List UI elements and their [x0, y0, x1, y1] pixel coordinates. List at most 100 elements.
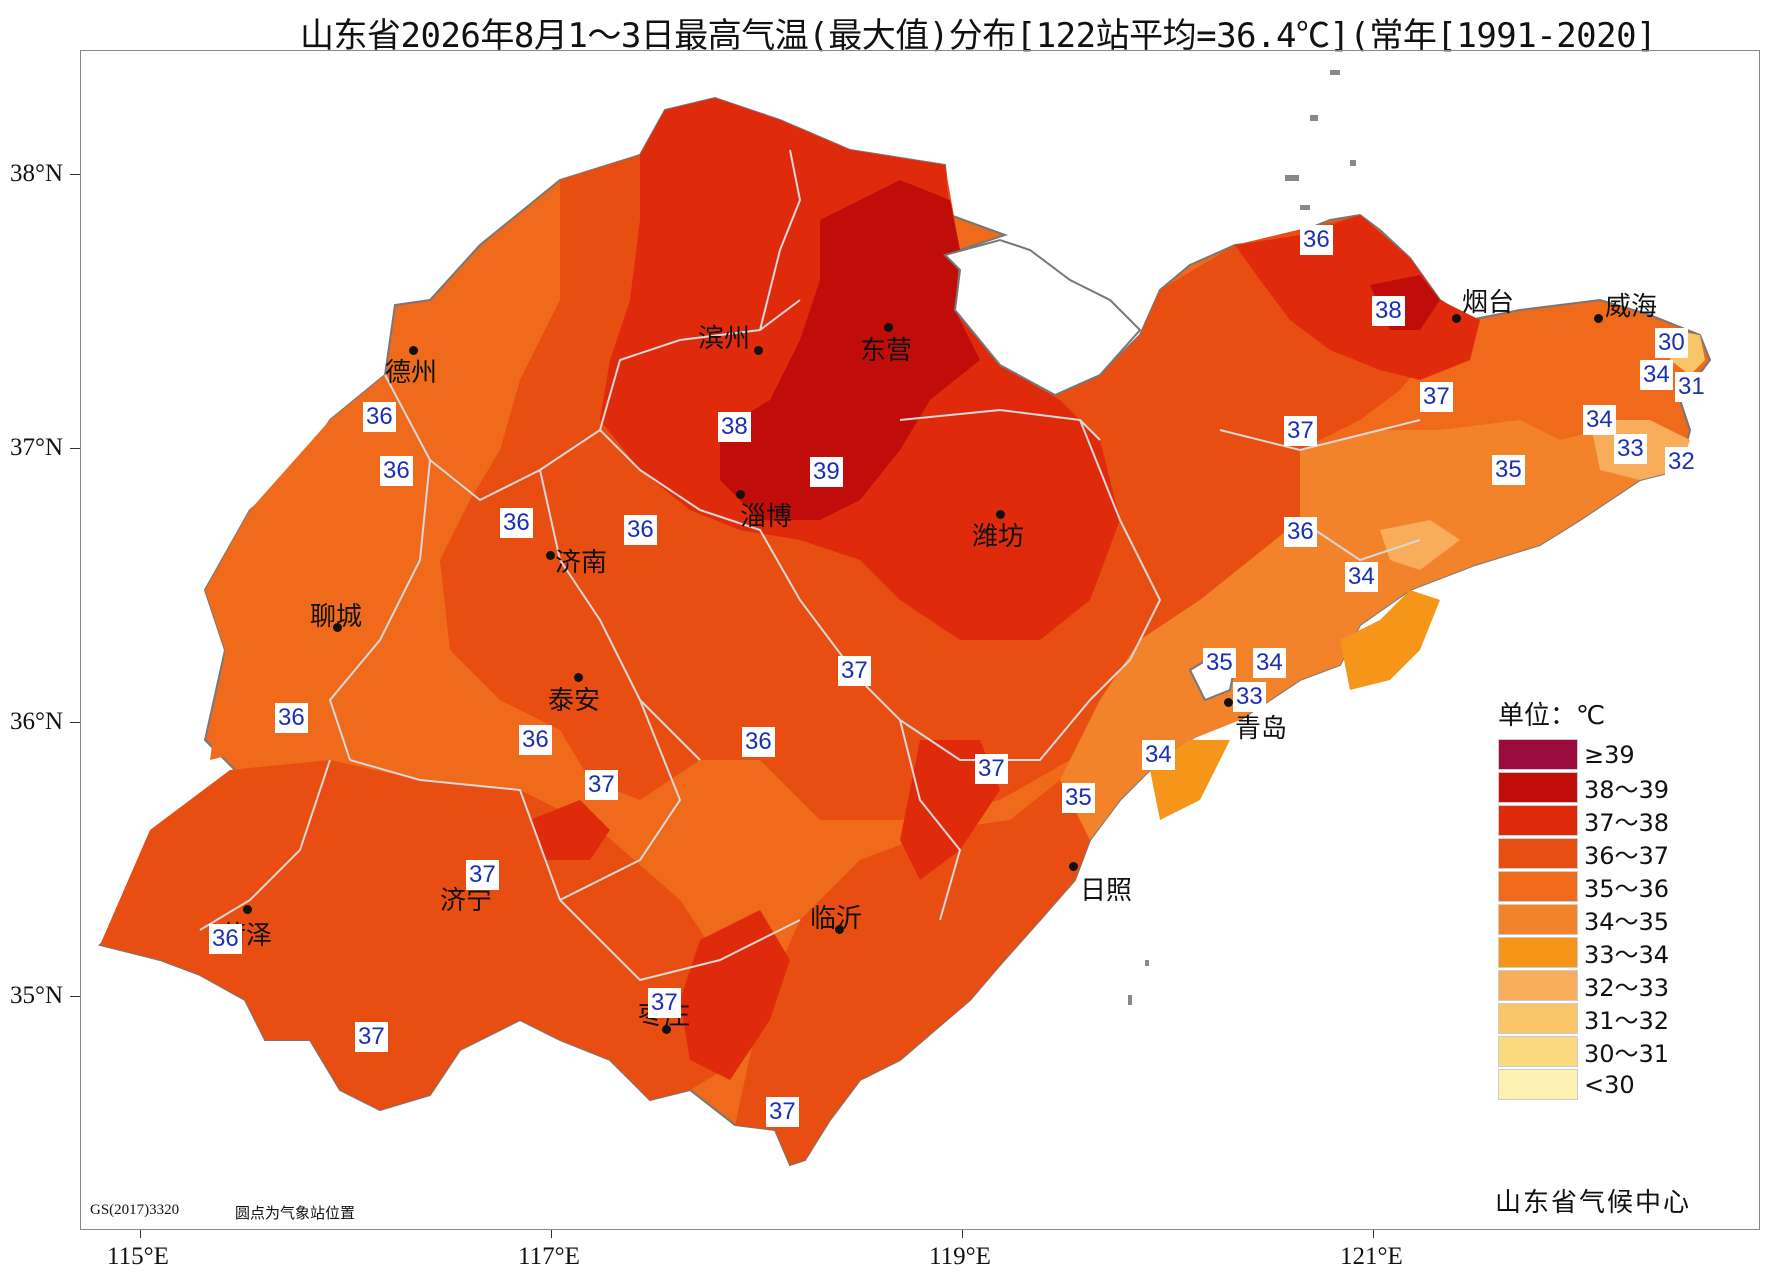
lon-tick	[962, 1230, 963, 1238]
city-label: 滨州	[698, 324, 751, 354]
station-value: 36	[1284, 517, 1317, 547]
station-value: 36	[500, 508, 533, 538]
station-value: 33	[1233, 682, 1266, 712]
legend: 单位：℃ ≥39 38～39 37～38 36～37 35～36 34～35 3…	[1498, 695, 1669, 1101]
lon-tick	[1373, 1230, 1374, 1238]
lat-label: 38°N	[10, 160, 64, 187]
city-label: 淄博	[740, 502, 793, 532]
station-note: 圆点为气象站位置	[235, 1204, 356, 1222]
city-marker	[884, 323, 893, 332]
legend-label: 36～37	[1584, 842, 1670, 870]
lon-label: 119°E	[929, 1243, 991, 1270]
station-value: 36	[363, 402, 396, 432]
legend-swatch	[1498, 937, 1578, 968]
islands	[1128, 70, 1356, 1005]
lat-label: 36°N	[10, 708, 64, 735]
legend-swatch	[1498, 838, 1578, 869]
city-marker	[333, 623, 342, 632]
lat-tick	[70, 174, 80, 175]
legend-swatch	[1498, 970, 1578, 1001]
legend-label: <30	[1584, 1070, 1635, 1099]
legend-label: 31～32	[1584, 1007, 1670, 1035]
city-marker	[1594, 314, 1603, 323]
legend-title: 单位：℃	[1498, 701, 1606, 731]
legend-label: 34～35	[1584, 908, 1670, 936]
city-label: 临沂	[810, 904, 863, 934]
city-label: 德州	[385, 358, 438, 388]
legend-label: 37～38	[1584, 809, 1670, 837]
station-value: 34	[1253, 648, 1286, 678]
city-marker	[574, 673, 583, 682]
station-value: 37	[648, 988, 681, 1018]
legend-row: 37～38	[1498, 804, 1669, 837]
city-marker	[1069, 862, 1078, 871]
station-value: 37	[766, 1097, 799, 1127]
lon-label: 121°E	[1340, 1243, 1403, 1270]
legend-row: 35～36	[1498, 870, 1669, 903]
city-label: 济南	[555, 548, 608, 578]
city-marker	[835, 925, 844, 934]
lon-label: 115°E	[107, 1243, 169, 1270]
station-value: 38	[1372, 296, 1405, 326]
city-label: 青岛	[1235, 714, 1288, 744]
station-value: 36	[275, 703, 308, 733]
station-value: 32	[1665, 447, 1698, 477]
legend-swatch	[1498, 1036, 1578, 1067]
station-value: 37	[838, 656, 871, 686]
city-marker	[1452, 314, 1461, 323]
city-marker	[546, 551, 555, 560]
prefecture-boundaries	[199, 149, 1421, 982]
legend-label: 32～33	[1584, 974, 1670, 1002]
station-value: 36	[742, 727, 775, 757]
station-value: 36	[209, 924, 242, 954]
legend-row: 38～39	[1498, 771, 1669, 804]
lat-label: 37°N	[10, 434, 64, 461]
station-value: 36	[380, 456, 413, 486]
legend-label: 35～36	[1584, 875, 1670, 903]
legend-row: 36～37	[1498, 837, 1669, 870]
lat-tick	[70, 996, 80, 997]
city-marker	[243, 905, 252, 914]
station-value: 39	[810, 457, 843, 487]
station-value: 36	[1300, 225, 1333, 255]
city-label: 日照	[1080, 876, 1133, 906]
station-value: 35	[1062, 783, 1095, 813]
legend-row: <30	[1498, 1068, 1669, 1101]
station-value: 34	[1583, 405, 1616, 435]
producer-credit: 山东省气候中心	[1495, 1188, 1692, 1218]
lat-tick	[70, 722, 80, 723]
legend-row: 33～34	[1498, 936, 1669, 969]
station-value: 33	[1614, 434, 1647, 464]
legend-swatch	[1498, 739, 1578, 770]
station-value: 36	[624, 515, 657, 545]
city-label: 聊城	[310, 602, 363, 632]
city-label: 威海	[1605, 292, 1658, 322]
station-value: 31	[1675, 372, 1708, 402]
station-value: 34	[1142, 740, 1175, 770]
city-label: 烟台	[1462, 288, 1515, 318]
legend-row: 30～31	[1498, 1035, 1669, 1068]
station-value: 35	[1203, 648, 1236, 678]
legend-row: 34～35	[1498, 903, 1669, 936]
legend-row: ≥39	[1498, 738, 1669, 771]
map-title: 山东省2026年8月1～3日最高气温(最大值)分布[122站平均=36.4℃](…	[300, 16, 1657, 56]
city-marker	[754, 346, 763, 355]
legend-label: 38～39	[1584, 776, 1670, 804]
legend-swatch	[1498, 871, 1578, 902]
station-value: 34	[1640, 360, 1673, 390]
station-value: 34	[1345, 562, 1378, 592]
city-marker	[736, 490, 745, 499]
city-label: 潍坊	[972, 522, 1025, 552]
lat-label: 35°N	[10, 982, 64, 1009]
city-marker	[662, 1025, 671, 1034]
map-approval-code: GS(2017)3320	[90, 1202, 180, 1218]
legend-label: 33～34	[1584, 941, 1670, 969]
station-value: 37	[1284, 416, 1317, 446]
station-value: 37	[466, 860, 499, 890]
city-marker	[996, 510, 1005, 519]
station-value: 37	[975, 754, 1008, 784]
lat-tick	[70, 448, 80, 449]
legend-swatch	[1498, 772, 1578, 803]
legend-swatch	[1498, 1003, 1578, 1034]
station-value: 30	[1655, 328, 1688, 358]
